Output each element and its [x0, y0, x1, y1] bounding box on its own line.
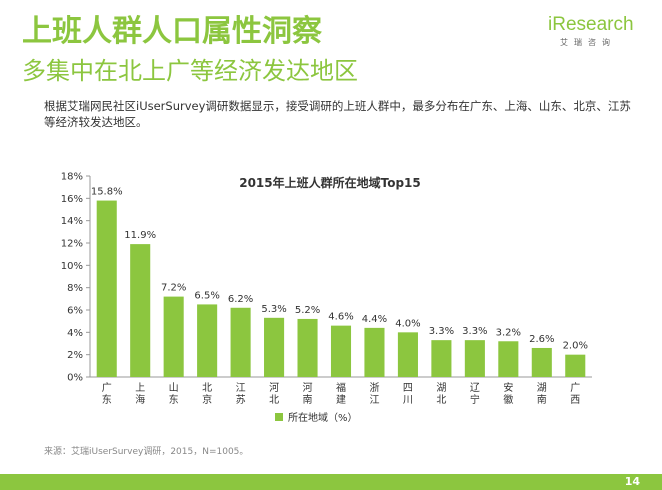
data-label: 3.3%: [429, 326, 454, 337]
data-label: 3.3%: [462, 326, 487, 337]
x-tick-label: 河南: [303, 382, 313, 406]
data-label: 2.6%: [529, 334, 554, 345]
bar: [397, 332, 418, 377]
page-title: 上班人群人口属性洞察: [22, 14, 322, 49]
y-tick-label: 14%: [61, 216, 83, 227]
bar: [330, 325, 352, 377]
page-number: 14: [624, 475, 640, 488]
data-label: 4.4%: [362, 314, 387, 325]
x-tick-label: 江苏: [236, 382, 246, 406]
x-tick-label: 广西: [570, 382, 580, 406]
chart-legend: 所在地域（%）: [275, 411, 358, 424]
data-label: 5.3%: [261, 304, 286, 315]
data-label: 7.2%: [161, 283, 186, 294]
y-tick-label: 10%: [61, 261, 83, 272]
bar: [565, 354, 586, 377]
logo-subtitle: 艾瑞咨询: [560, 38, 616, 47]
x-tick-label: 湖北: [436, 382, 446, 406]
x-tick-label: 广东: [102, 382, 112, 406]
y-tick-label: 16%: [61, 194, 83, 205]
y-tick-label: 8%: [67, 283, 83, 294]
data-label: 3.2%: [496, 327, 521, 338]
data-label: 4.6%: [328, 312, 353, 323]
bar: [264, 317, 285, 377]
x-tick-label: 福建: [336, 381, 346, 406]
bar: [364, 327, 385, 377]
bar: [464, 340, 485, 377]
footer-bar: [0, 474, 662, 490]
data-label: 6.2%: [228, 294, 253, 305]
data-label: 11.9%: [124, 230, 156, 241]
data-label: 15.8%: [91, 187, 123, 198]
source-note: 来源：艾瑞iUserSurvey调研，2015，N=1005。: [44, 447, 249, 457]
bar: [230, 307, 251, 377]
x-tick-label: 河北: [269, 382, 279, 406]
y-tick-label: 2%: [67, 350, 83, 361]
y-tick-label: 18%: [61, 172, 83, 183]
x-tick-label: 北京: [202, 382, 212, 406]
x-tick-label: 山东: [169, 382, 179, 406]
data-label: 5.2%: [295, 305, 320, 316]
y-tick-label: 6%: [67, 306, 83, 317]
bar: [498, 341, 519, 377]
description-text: 根据艾瑞网民社区iUserSurvey调研数据显示，接受调研的上班人群中，最多分…: [44, 99, 631, 129]
data-label: 2.0%: [563, 341, 588, 352]
x-tick-label: 四川: [403, 383, 413, 406]
legend-label: 所在地域（%）: [288, 411, 358, 424]
legend-swatch: [275, 413, 283, 421]
y-tick-label: 12%: [61, 239, 83, 250]
x-tick-label: 辽宁: [470, 382, 480, 406]
logo-brand: iResearch: [548, 14, 634, 35]
page-subtitle: 多集中在北上广等经济发达地区: [22, 57, 358, 85]
chart-title: 2015年上班人群所在地域Top15: [239, 175, 421, 190]
x-tick-label: 湖南: [537, 382, 547, 406]
data-label: 6.5%: [194, 290, 219, 301]
bar: [297, 318, 318, 377]
bar-series: 15.8% 广东 11.9% 上海 7.2% 山东 6.5% 北京 6.2% 江苏 5.3% 河北 5.…: [91, 187, 588, 406]
bar: [197, 304, 218, 377]
x-tick-label: 上海: [135, 382, 145, 406]
x-tick-label: 浙江: [369, 382, 379, 406]
x-tick-label: 安徽: [503, 381, 513, 406]
iresearch-logo: iResearch 艾瑞咨询: [548, 14, 638, 54]
bar: [431, 340, 452, 377]
y-tick-label: 0%: [67, 373, 83, 384]
bar: [531, 347, 552, 377]
y-tick-label: 4%: [67, 328, 83, 339]
bar: [163, 296, 184, 377]
bar: [130, 244, 151, 377]
data-label: 4.0%: [395, 318, 420, 329]
region-bar-chart: 2015年上班人群所在地域Top15 0% 2% 4% 6% 8% 10% 12% 14% 16…: [61, 172, 592, 424]
bar: [96, 200, 117, 377]
